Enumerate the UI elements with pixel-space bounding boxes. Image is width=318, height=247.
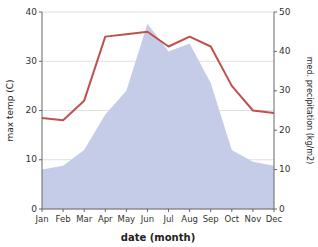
x-tick bbox=[168, 209, 169, 212]
y-tick-label: 20 bbox=[26, 105, 38, 115]
x-tick-label: Apr bbox=[98, 214, 113, 224]
x-tick-label: Jan bbox=[34, 214, 48, 224]
x-tick-label: Aug bbox=[181, 214, 198, 224]
x-tick bbox=[274, 209, 275, 212]
y2-tick bbox=[274, 90, 277, 91]
y-tick-label: 40 bbox=[26, 7, 38, 17]
y-tick-label: 0 bbox=[31, 204, 37, 214]
x-tick bbox=[105, 209, 106, 212]
x-tick bbox=[147, 209, 148, 212]
x-tick-label: Sep bbox=[203, 214, 219, 224]
x-tick bbox=[252, 209, 253, 212]
y2-tick bbox=[274, 51, 277, 52]
x-tick bbox=[42, 209, 43, 212]
marks bbox=[42, 24, 274, 209]
y-tick bbox=[39, 61, 42, 62]
axes: 0 10 20 30 40 0 10 20 30 40 50 Jan Feb Mar Apr May Jun Ju… bbox=[5, 7, 314, 244]
x-tick-label: Dec bbox=[266, 214, 283, 224]
y2-tick bbox=[274, 130, 277, 131]
x-tick-label: Jul bbox=[162, 214, 173, 224]
y2-tick bbox=[274, 169, 277, 170]
y2-axis-label: med. precipitation (kg/m2) bbox=[305, 57, 314, 164]
y2-tick-label: 30 bbox=[279, 85, 291, 95]
grid-line bbox=[42, 209, 274, 210]
y-tick bbox=[39, 159, 42, 160]
y-tick bbox=[39, 110, 42, 111]
y2-tick-label: 20 bbox=[279, 125, 291, 135]
y2-tick bbox=[274, 12, 277, 13]
x-tick-label: Mar bbox=[76, 214, 93, 224]
area bbox=[42, 24, 274, 209]
y-axis-label: max temp (C) bbox=[5, 79, 15, 141]
grid-line bbox=[42, 12, 274, 13]
x-tick bbox=[84, 209, 85, 212]
x-tick bbox=[126, 209, 127, 212]
x-tick bbox=[63, 209, 64, 212]
chart-svg: 0 10 20 30 40 0 10 20 30 40 50 Jan Feb Mar Apr May Jun Ju… bbox=[0, 0, 318, 247]
x-tick bbox=[231, 209, 232, 212]
x-tick bbox=[210, 209, 211, 212]
grid bbox=[42, 12, 274, 209]
x-tick bbox=[189, 209, 190, 212]
x-tick-label: Jun bbox=[140, 214, 154, 224]
y-tick-label: 30 bbox=[26, 56, 38, 66]
x-tick-label: Nov bbox=[245, 214, 262, 224]
x-tick-label: Feb bbox=[56, 214, 71, 224]
y2-axis-line bbox=[274, 12, 275, 209]
y-tick bbox=[39, 12, 42, 13]
y2-tick-label: 40 bbox=[279, 46, 291, 56]
x-tick-label: Oct bbox=[224, 214, 239, 224]
y2-tick-label: 50 bbox=[279, 7, 291, 17]
chart-container: 0 10 20 30 40 0 10 20 30 40 50 Jan Feb Mar Apr May Jun Ju… bbox=[0, 0, 318, 247]
x-axis-label: date (month) bbox=[121, 232, 195, 243]
x-tick-label: May bbox=[118, 214, 136, 224]
x-axis-line bbox=[42, 209, 274, 210]
y2-tick-label: 10 bbox=[279, 164, 291, 174]
line bbox=[42, 32, 274, 121]
y2-tick-label: 0 bbox=[279, 204, 285, 214]
y-tick-label: 10 bbox=[26, 154, 38, 164]
